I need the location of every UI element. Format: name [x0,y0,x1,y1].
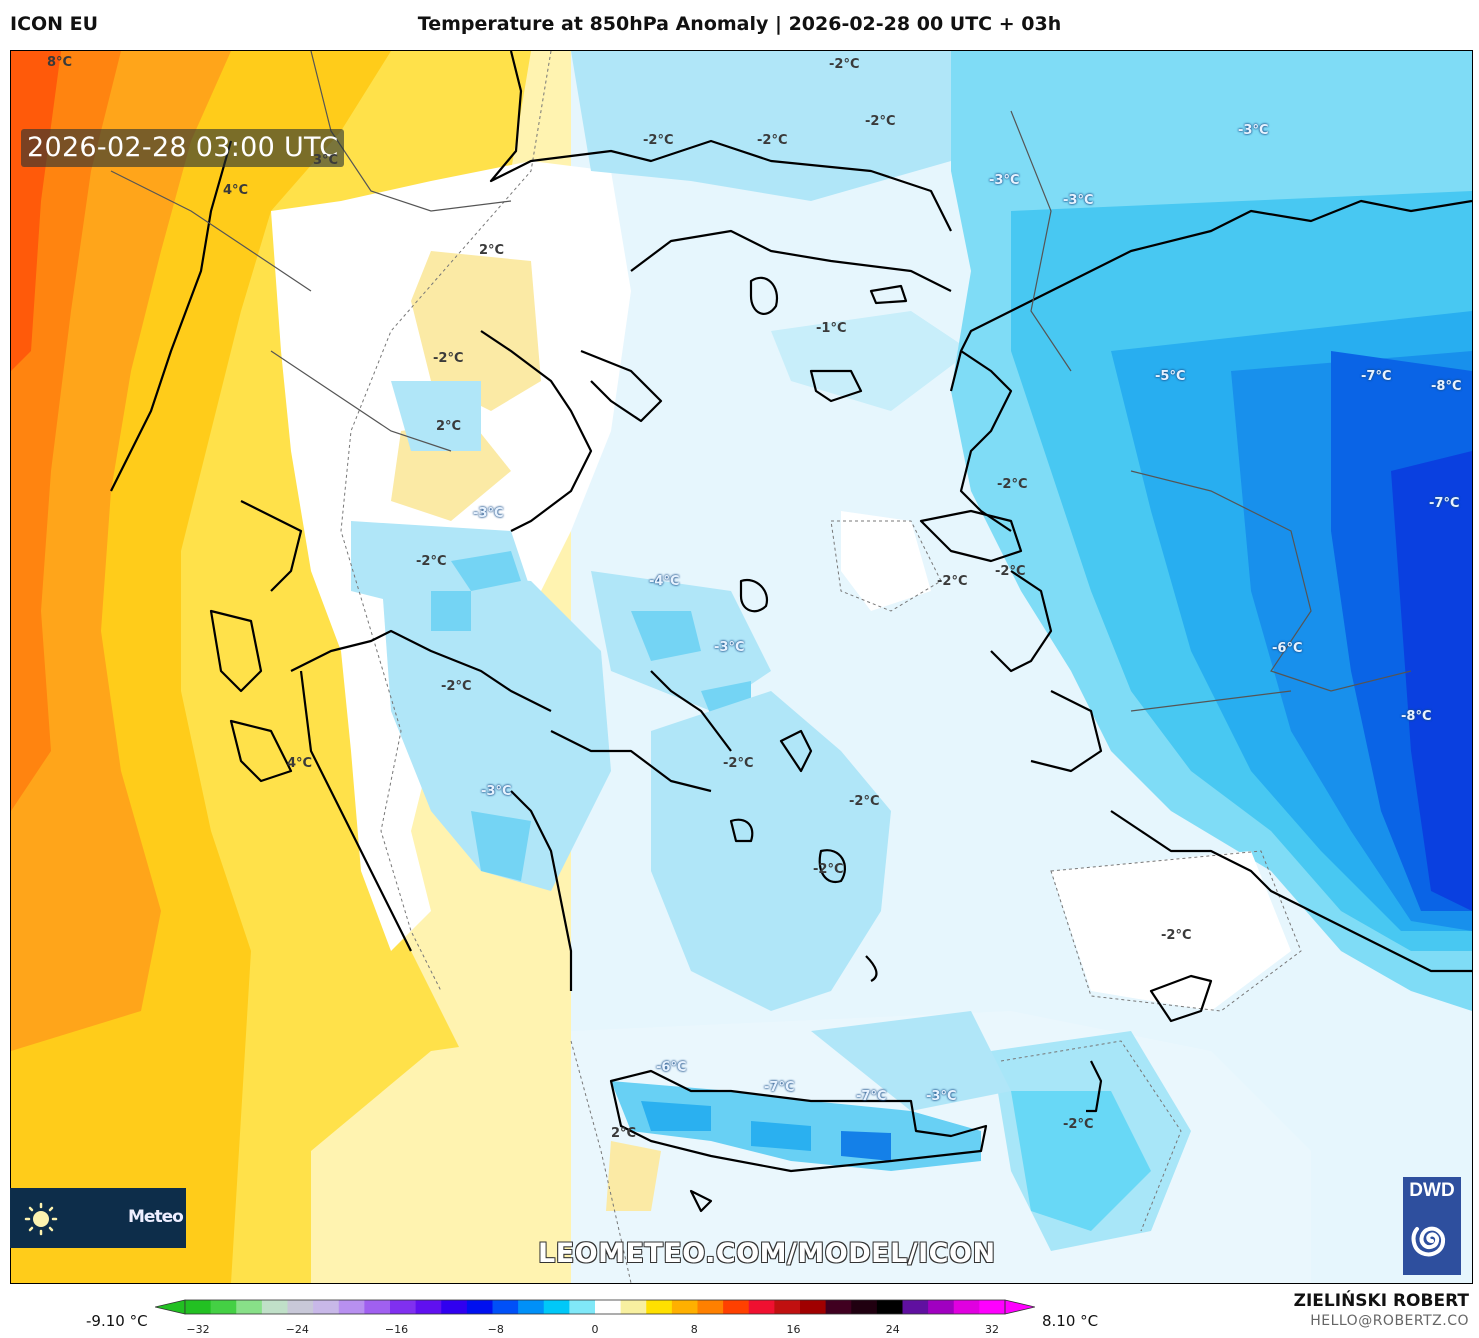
contour-label: -7°C [1429,496,1460,511]
author-email: HELLO@ROBERTZ.CO [1310,1313,1469,1329]
meteo-logo: Meteo [10,1188,186,1248]
dwd-logo-text: DWD [1409,1180,1455,1201]
contour-label: -3°C [1238,123,1269,138]
contour-label: -3°C [1063,193,1094,208]
colorbar-min-label: -9.10 °C [86,1312,148,1330]
contour-label: -2°C [433,351,464,366]
colorbar-tick-label: −24 [285,1323,309,1336]
colorbar-tick-label: 16 [786,1323,801,1336]
contour-label: -2°C [416,554,447,569]
colorbar-tick-label: −16 [384,1323,409,1336]
contour-label: 3°C [313,153,339,168]
colorbar-tick-label: 24 [885,1323,900,1336]
map-panel: 2026-02-28 03:00 UTC 8°C 3°C 4°C 2°C -2°C -2°… [10,50,1473,1284]
colorbar-tick-label: 32 [985,1323,999,1336]
contour-label: -2°C [995,564,1026,579]
contour-label: -2°C [441,679,472,694]
contour-label: -2°C [813,862,844,877]
source-watermark: LEOMETEO.COM/MODEL/ICON [538,1238,996,1269]
model-name: ICON EU [10,13,99,35]
colorbar-tick-label: 0 [591,1323,599,1336]
temperature-anomaly-field [11,51,1472,1283]
contour-label: -3°C [926,1089,957,1104]
contour-label: 2°C [479,243,505,258]
contour-label: -2°C [829,57,860,72]
contour-label: -2°C [1063,1117,1094,1132]
contour-label: -7°C [1361,369,1392,384]
chart-title: Temperature at 850hPa Anomaly | 2026-02-… [417,13,1062,35]
spiral-icon [1411,1226,1446,1257]
contour-label: -3°C [989,173,1020,188]
contour-label: -8°C [1401,709,1432,724]
author-name: ZIELIŃSKI ROBERT [1293,1291,1469,1311]
contour-label: -2°C [937,574,968,589]
contour-label: -2°C [723,756,754,771]
contour-label: 4°C [223,183,249,198]
valid-time-badge: 2026-02-28 03:00 UTC [21,129,345,167]
contour-label: -7°C [764,1080,795,1095]
contour-label: -3°C [714,640,745,655]
contour-label: -4°C [649,574,680,589]
dwd-logo: DWD [1403,1177,1461,1275]
contour-label: -3°C [481,784,512,799]
colorbar [155,1299,1035,1315]
contour-label: -8°C [1431,379,1462,394]
contour-label: 8°C [47,55,73,70]
contour-label: -6°C [1272,641,1303,656]
contour-label: -5°C [1155,369,1186,384]
colorbar-tick-label: −32 [186,1323,210,1336]
contour-label: -2°C [1161,928,1192,943]
contour-label: -7°C [856,1089,887,1104]
colorbar-tick-label: 8 [690,1323,698,1336]
contour-label: 2°C [436,419,462,434]
colorbar-max-label: 8.10 °C [1042,1312,1099,1330]
sun-icon [24,1202,58,1240]
contour-label: -2°C [849,794,880,809]
contour-label: -6°C [656,1060,687,1075]
contour-label: -1°C [816,321,847,336]
contour-label: -3°C [473,506,504,521]
contour-label: -2°C [643,133,674,148]
colorbar-tick-label: −8 [487,1323,504,1336]
contour-label: -2°C [997,477,1028,492]
contour-label: -2°C [757,133,788,148]
contour-label: 4°C [287,756,313,771]
contour-label: -2°C [865,114,896,129]
contour-label: 2°C [611,1126,637,1141]
meteo-logo-text: Meteo [128,1207,184,1227]
